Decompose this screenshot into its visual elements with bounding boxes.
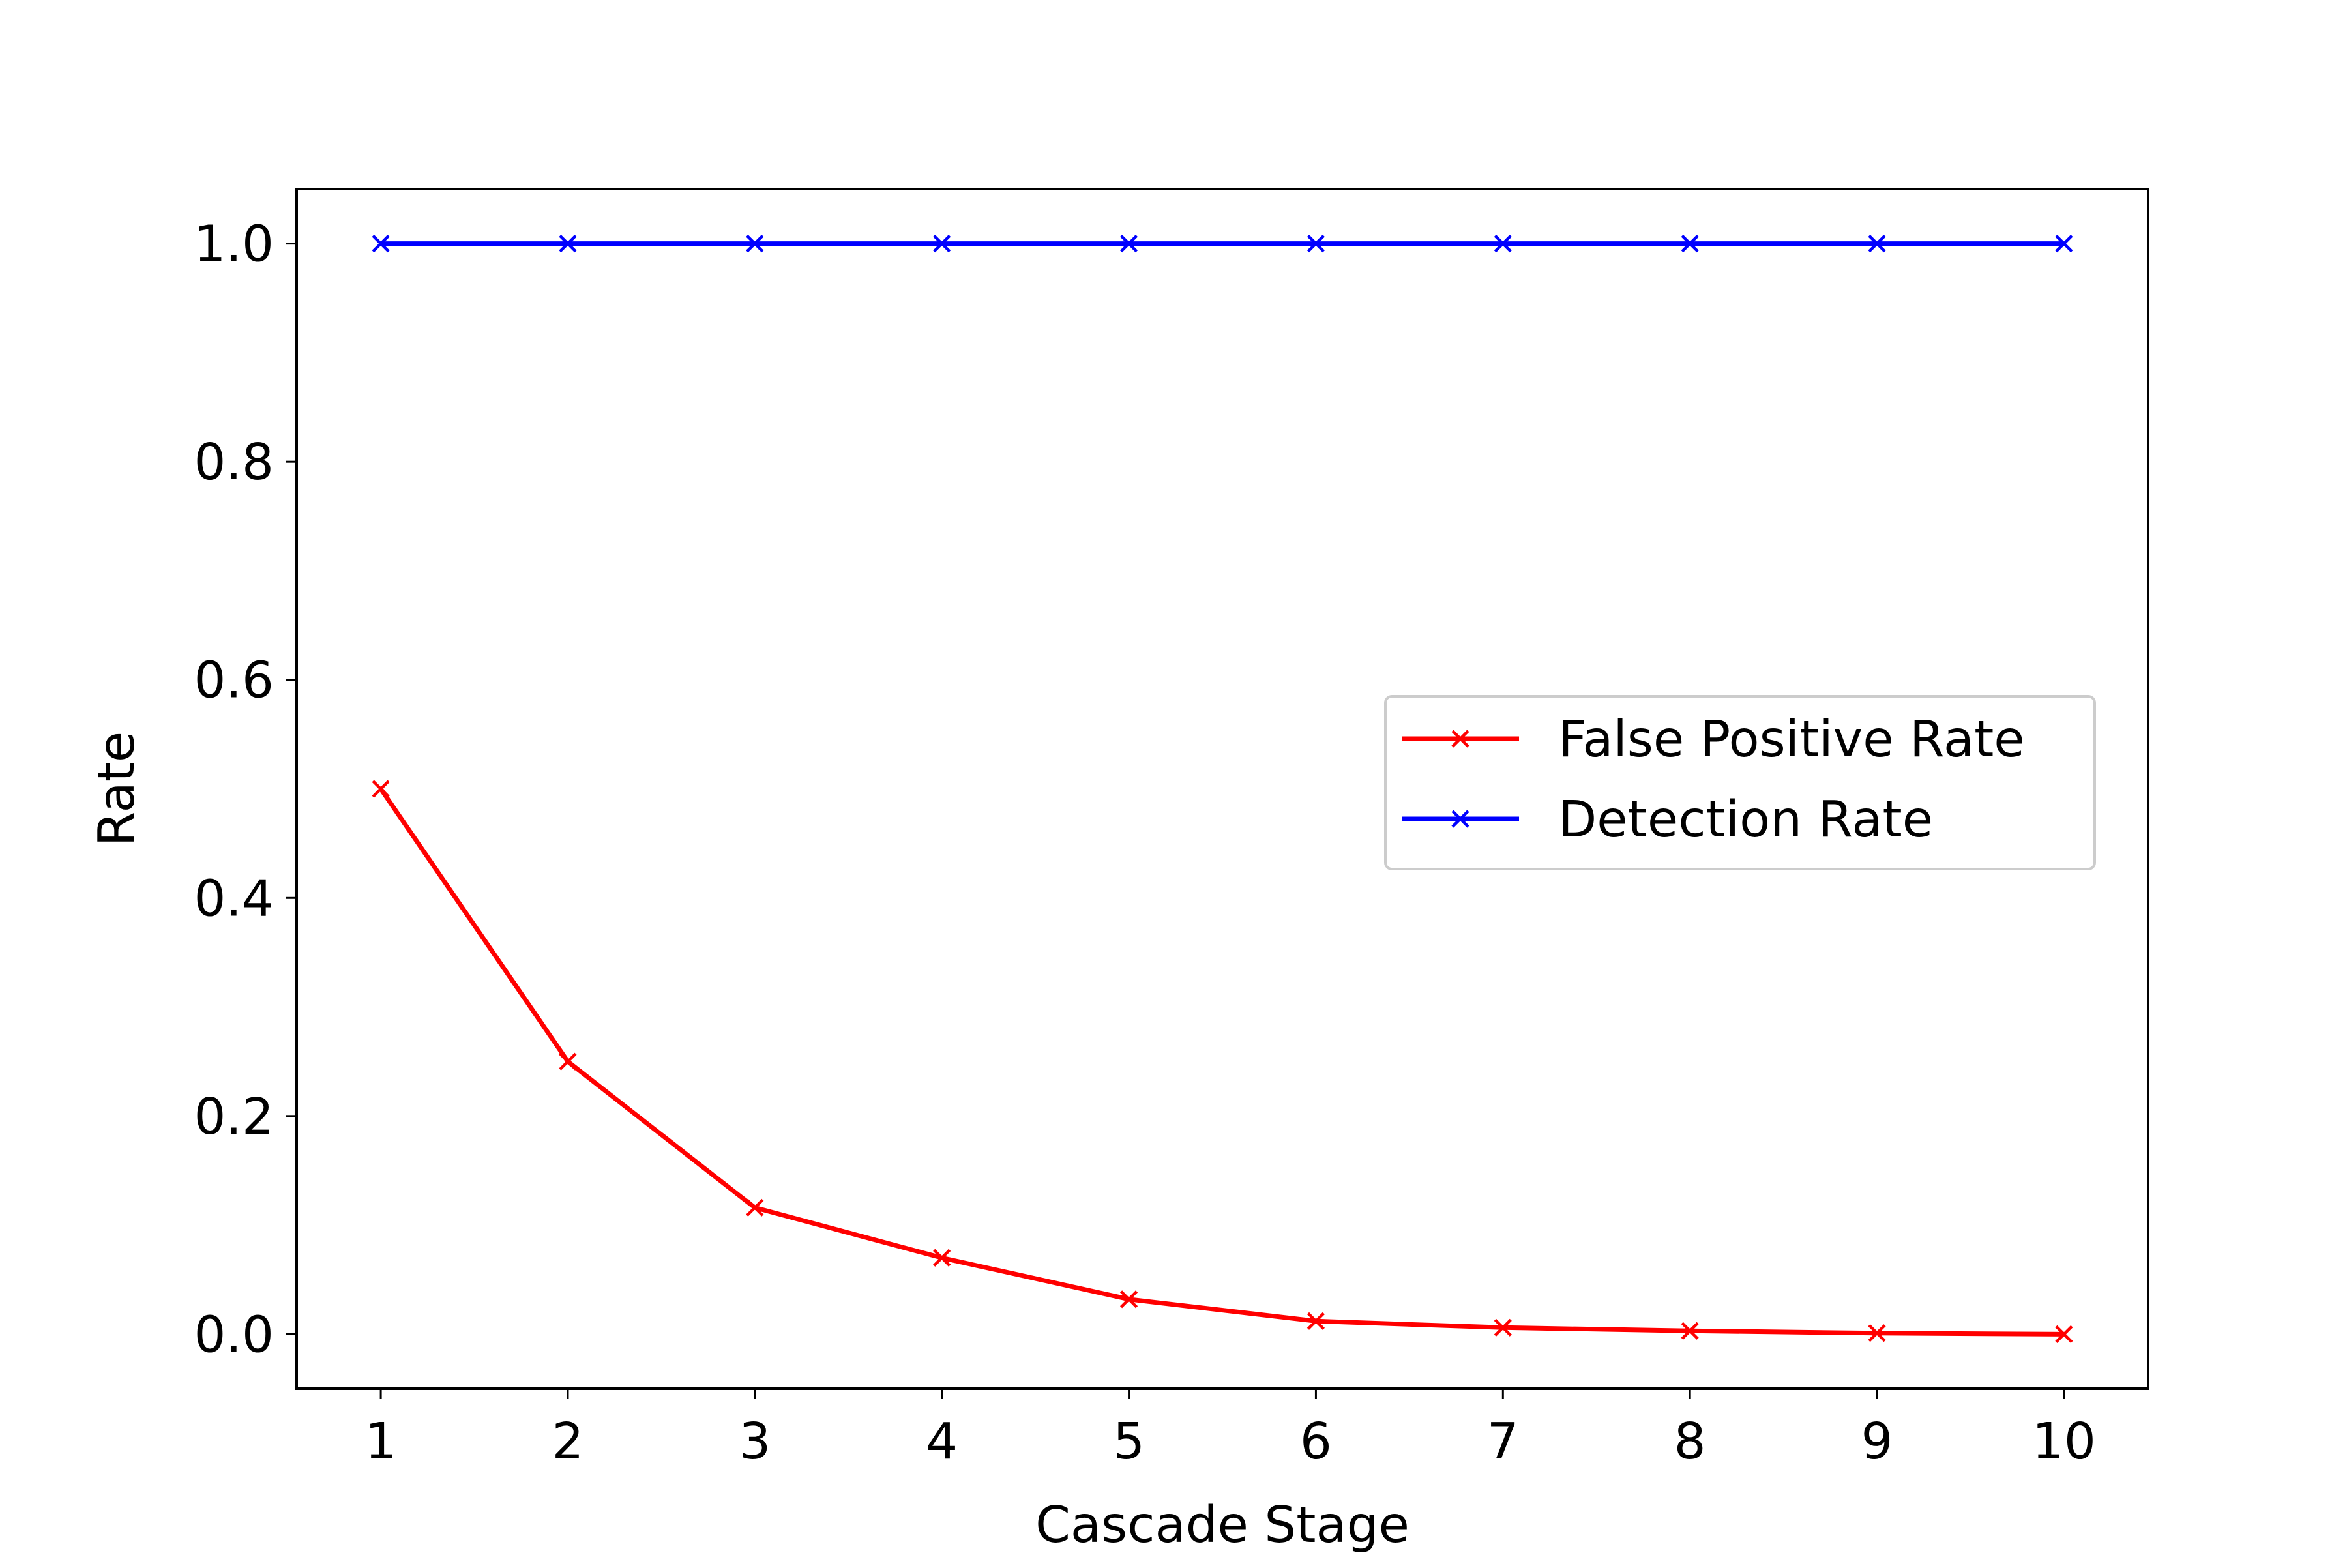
data-point-s0-6 <box>1494 1318 1512 1337</box>
data-point-s0-8 <box>1868 1324 1886 1342</box>
y-tick-label: 0.4 <box>194 870 274 928</box>
marker-stroke <box>1494 235 1512 253</box>
data-point-s1-4 <box>1119 235 1138 253</box>
legend-label-0: False Positive Rate <box>1558 711 2025 769</box>
data-point-s0-9 <box>2055 1325 2073 1343</box>
marker-stroke <box>1306 235 1325 253</box>
marker-stroke <box>1494 1318 1512 1337</box>
marker-stroke <box>1119 1290 1138 1309</box>
legend-box <box>1384 695 2096 870</box>
data-point-s0-2 <box>746 1198 764 1217</box>
marker-stroke <box>1119 235 1138 253</box>
x-tick-label: 7 <box>1487 1413 1519 1471</box>
x-tick-label: 1 <box>365 1413 397 1471</box>
marker-stroke <box>559 1052 577 1071</box>
x-tick-label: 5 <box>1113 1413 1145 1471</box>
marker-stroke <box>1681 235 1699 253</box>
x-tick-label: 8 <box>1674 1413 1706 1471</box>
marker-stroke <box>1868 235 1886 253</box>
x-tick-label: 3 <box>739 1413 771 1471</box>
data-point-s0-7 <box>1681 1322 1699 1340</box>
marker-stroke <box>2055 1325 2073 1343</box>
x-tick-label: 2 <box>552 1413 583 1471</box>
legend-marker-0 <box>1451 730 1469 748</box>
marker-stroke <box>2055 235 2073 253</box>
marker-stroke <box>933 1249 951 1267</box>
marker-stroke <box>746 1198 764 1217</box>
y-tick-label: 0.2 <box>194 1088 274 1146</box>
y-tick-label: 0.0 <box>194 1306 274 1364</box>
legend-marker-1 <box>1451 810 1469 828</box>
marker-stroke <box>1451 810 1469 828</box>
data-point-s0-0 <box>372 780 390 798</box>
marker-stroke <box>746 235 764 253</box>
y-tick-label: 1.0 <box>194 216 274 274</box>
legend: False Positive Rate Detection Rate <box>1384 695 2096 870</box>
marker-stroke <box>1868 1324 1886 1342</box>
x-axis-label: Cascade Stage <box>1035 1496 1410 1554</box>
data-point-s0-3 <box>933 1249 951 1267</box>
marker-stroke <box>372 235 390 253</box>
legend-label-1: Detection Rate <box>1558 791 1933 849</box>
y-tick-label: 0.8 <box>194 434 274 492</box>
axis-ticks: 1 2 3 4 5 6 7 8 9 10 0.0 0.2 0.4 0.6 0.8 1.0 <box>194 216 2096 1471</box>
data-point-s1-2 <box>746 235 764 253</box>
plot-area <box>372 235 2073 1343</box>
x-tick-label: 10 <box>2032 1413 2096 1471</box>
x-tick-label: 9 <box>1861 1413 1893 1471</box>
data-point-s1-7 <box>1681 235 1699 253</box>
marker-stroke <box>1451 730 1469 748</box>
y-axis-label: Rate <box>88 732 146 847</box>
data-point-s0-5 <box>1306 1312 1325 1330</box>
x-tick-label: 4 <box>926 1413 958 1471</box>
data-point-s1-3 <box>933 235 951 253</box>
data-point-s1-1 <box>559 235 577 253</box>
data-point-s1-0 <box>372 235 390 253</box>
data-point-s1-8 <box>1868 235 1886 253</box>
data-point-s1-9 <box>2055 235 2073 253</box>
data-point-s1-5 <box>1306 235 1325 253</box>
data-point-s0-1 <box>559 1052 577 1071</box>
y-tick-label: 0.6 <box>194 652 274 710</box>
data-point-s1-6 <box>1494 235 1512 253</box>
marker-stroke <box>1681 1322 1699 1340</box>
axes-frame <box>295 188 2149 1390</box>
marker-stroke <box>372 780 390 798</box>
series-line-0 <box>379 788 2064 1337</box>
x-tick-label: 6 <box>1300 1413 1332 1471</box>
marker-stroke <box>933 235 951 253</box>
marker-stroke <box>1306 1312 1325 1330</box>
data-point-s0-4 <box>1119 1290 1138 1309</box>
marker-stroke <box>559 235 577 253</box>
